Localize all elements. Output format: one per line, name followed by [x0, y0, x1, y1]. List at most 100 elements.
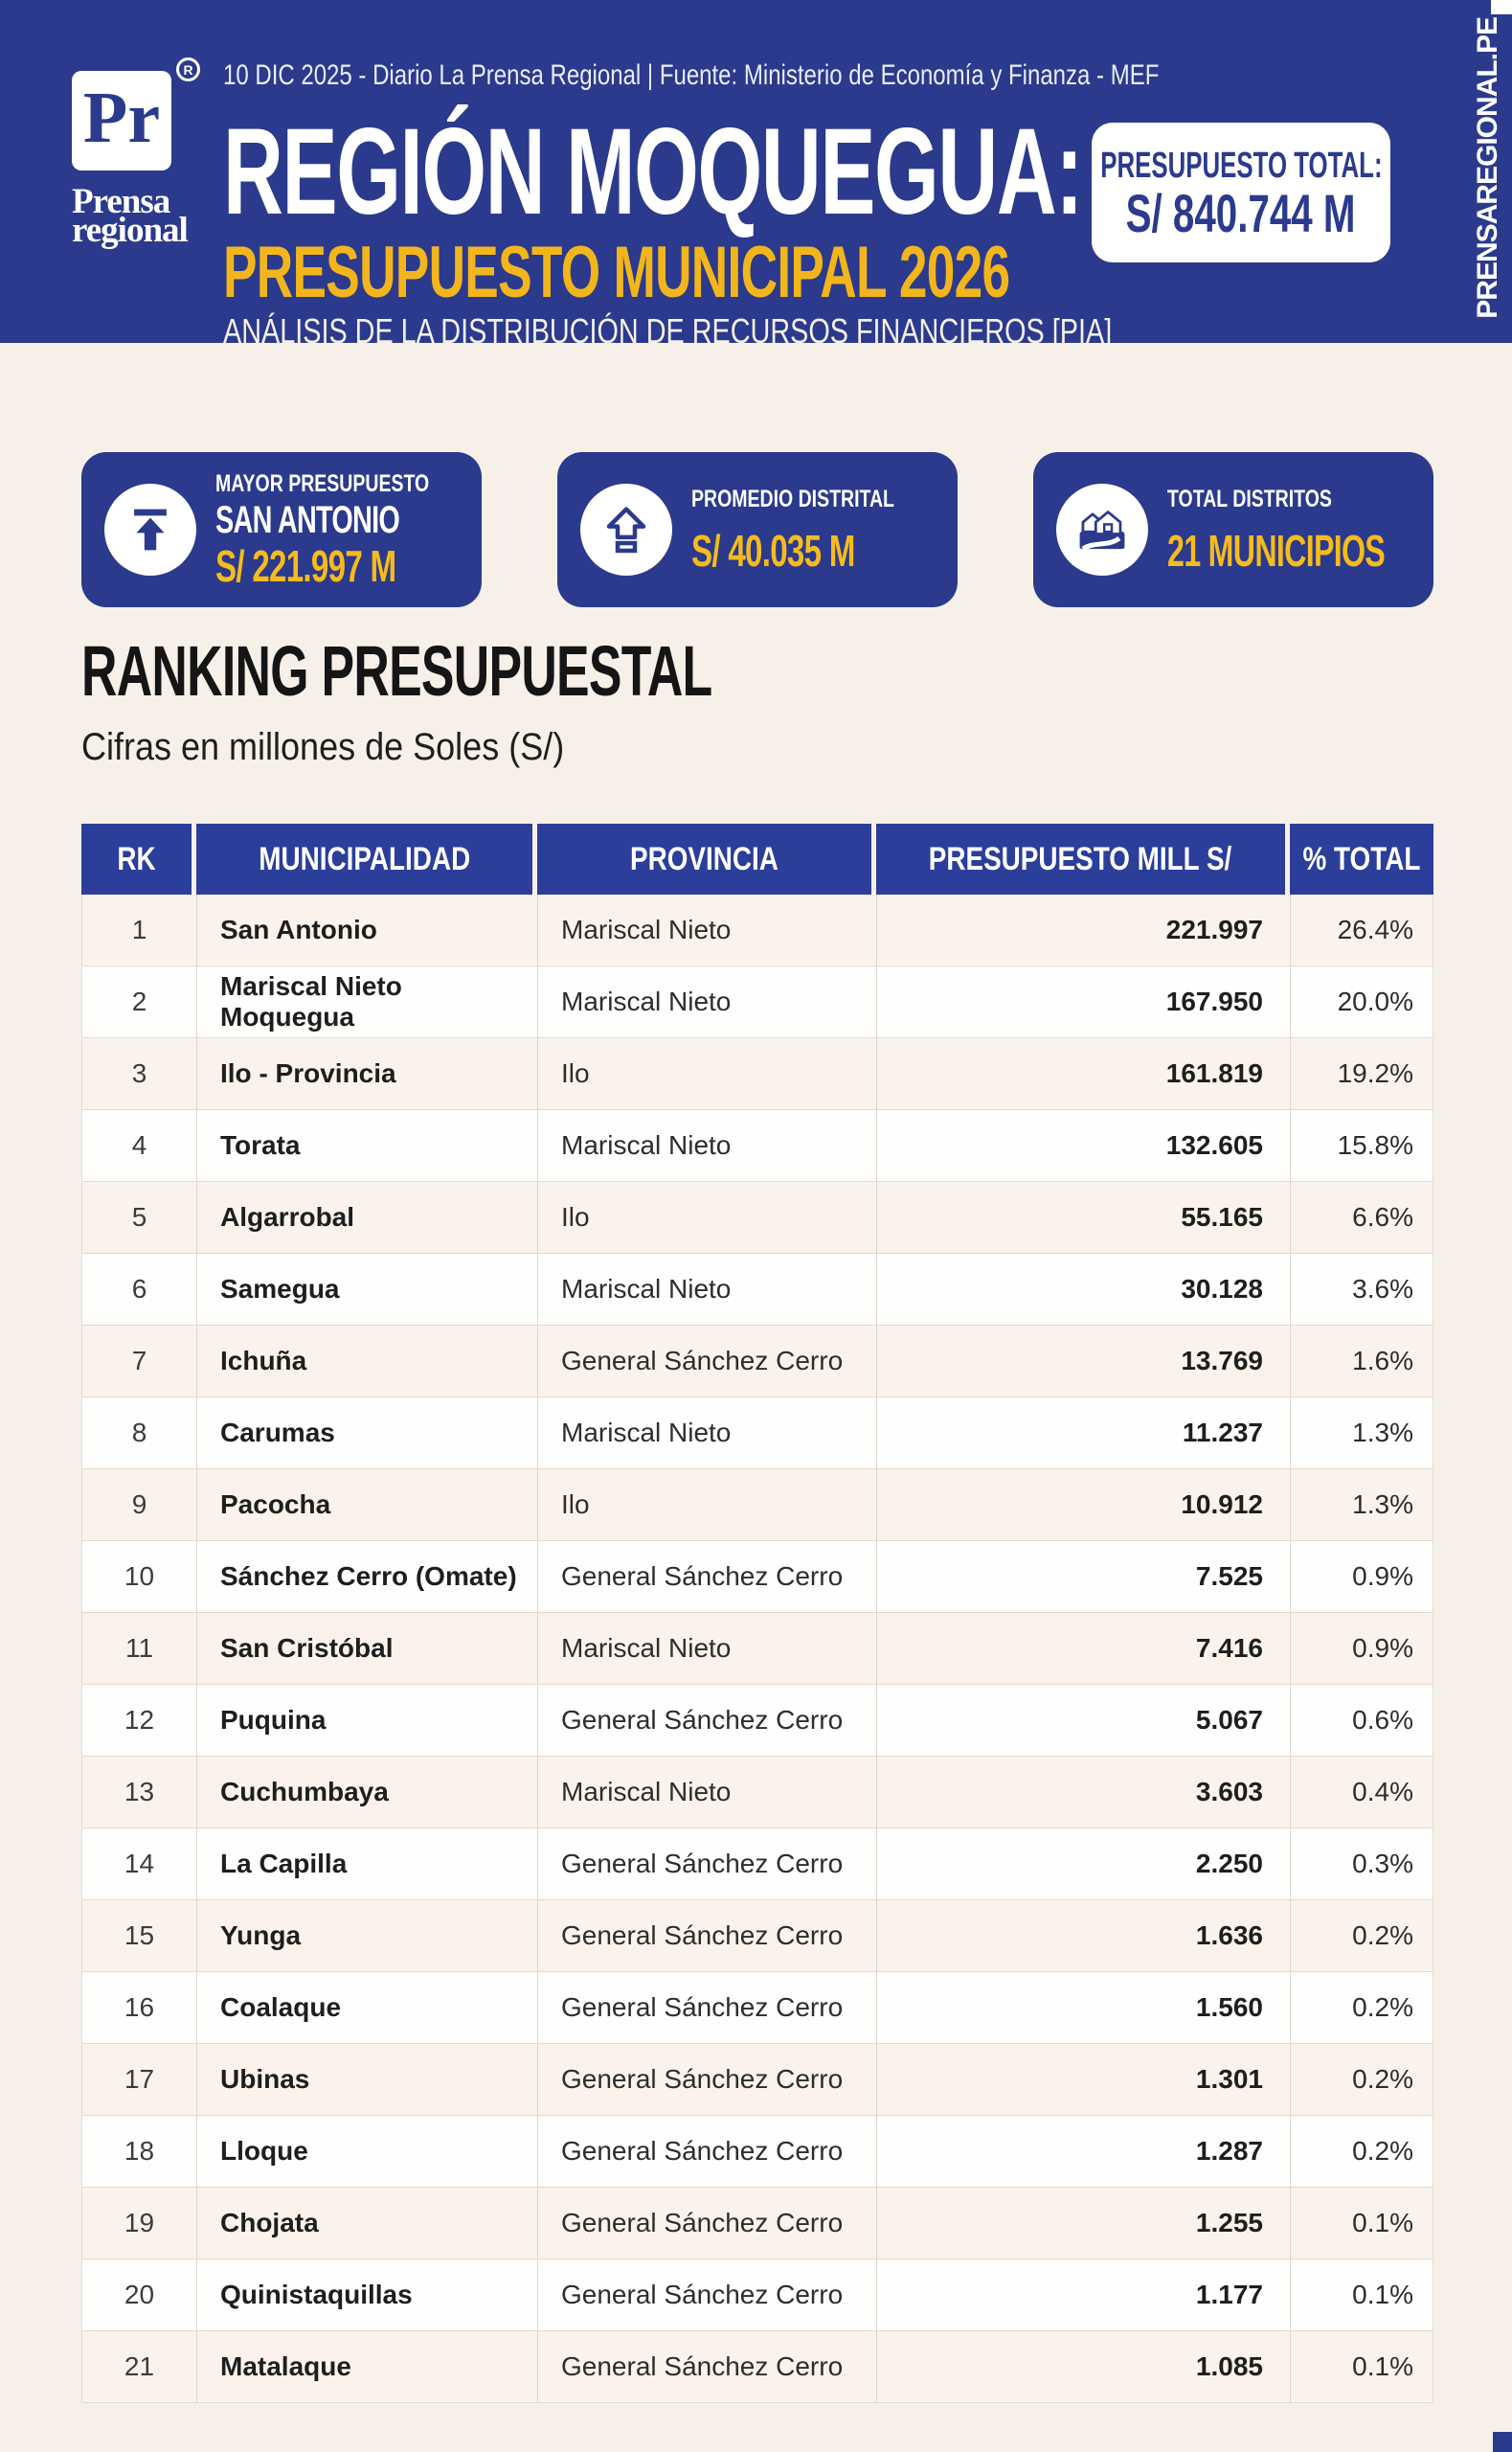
budget-cell: 7.525	[877, 1541, 1291, 1612]
budget-cell: 7.416	[877, 1613, 1291, 1684]
percent-cell: 19.2%	[1337, 1058, 1413, 1088]
province-cell: General Sánchez Cerro	[538, 1541, 877, 1612]
province-cell: Mariscal Nieto	[538, 895, 877, 965]
municipality-cell: La Capilla	[197, 1828, 538, 1899]
percent-cell: 0.4%	[1352, 1777, 1413, 1806]
stat-label: PROMEDIO DISTRITAL	[691, 486, 894, 512]
table-row: 13 Cuchumbaya Mariscal Nieto 3.603 0.4%	[82, 1757, 1433, 1828]
budget-cell: 10.912	[877, 1469, 1291, 1540]
table-row: 16 Coalaque General Sánchez Cerro 1.560 …	[82, 1972, 1433, 2044]
column-header-provincia: PROVINCIA	[537, 824, 871, 895]
table-row: 12 Puquina General Sánchez Cerro 5.067 0…	[82, 1685, 1433, 1757]
rank-cell: 12	[82, 1685, 197, 1756]
rank-cell: 20	[82, 2259, 197, 2330]
budget-cell: 1.301	[877, 2044, 1291, 2115]
budget-cell: 161.819	[877, 1038, 1291, 1109]
budget-cell: 1.255	[877, 2188, 1291, 2259]
province-cell: Mariscal Nieto	[538, 1757, 877, 1828]
budget-cell: 55.165	[877, 1182, 1291, 1253]
stat-label: MAYOR PRESUPUESTO	[215, 470, 430, 497]
rank-cell: 1	[82, 895, 197, 965]
budget-cell: 167.950	[877, 966, 1291, 1037]
municipality-cell: Lloque	[197, 2116, 538, 2187]
municipality-cell: Torata	[197, 1110, 538, 1181]
rank-cell: 5	[82, 1182, 197, 1253]
column-header-municipalidad: MUNICIPALIDAD	[196, 824, 532, 895]
logo-monogram: Pr	[82, 78, 161, 158]
total-budget-label: PRESUPUESTO TOTAL:	[1099, 146, 1383, 186]
municipality-cell: Sánchez Cerro (Omate)	[197, 1541, 538, 1612]
municipality-cell: Quinistaquillas	[197, 2259, 538, 2330]
arrow-up-outline-icon	[580, 484, 672, 576]
stat-label: TOTAL DISTRITOS	[1167, 486, 1332, 512]
budget-cell: 1.085	[877, 2331, 1291, 2402]
table-row: 10 Sánchez Cerro (Omate) General Sánchez…	[82, 1541, 1433, 1613]
column-header-pct-total: % TOTAL	[1290, 824, 1433, 895]
budget-cell: 3.603	[877, 1757, 1291, 1828]
budget-cell: 1.177	[877, 2259, 1291, 2330]
percent-cell: 15.8%	[1337, 1130, 1413, 1160]
province-cell: General Sánchez Cerro	[538, 2116, 877, 2187]
budget-cell: 5.067	[877, 1685, 1291, 1756]
total-budget-card: PRESUPUESTO TOTAL: S/ 840.744 M	[1092, 123, 1390, 262]
province-cell: General Sánchez Cerro	[538, 1326, 877, 1396]
rank-cell: 2	[82, 966, 197, 1037]
rank-cell: 11	[82, 1613, 197, 1684]
percent-cell: 1.3%	[1352, 1418, 1413, 1447]
province-cell: Mariscal Nieto	[538, 1613, 877, 1684]
table-row: 20 Quinistaquillas General Sánchez Cerro…	[82, 2259, 1433, 2331]
stat-value: 21 MUNICIPIOS	[1167, 526, 1386, 576]
percent-cell: 0.2%	[1352, 2136, 1413, 2166]
stat-card-text: MAYOR PRESUPUESTO SAN ANTONIO S/ 221.997…	[215, 470, 489, 589]
percent-cell: 0.2%	[1352, 1920, 1413, 1950]
rank-cell: 17	[82, 2044, 197, 2115]
rank-cell: 9	[82, 1469, 197, 1540]
percent-cell: 0.9%	[1352, 1633, 1413, 1663]
table-row: 19 Chojata General Sánchez Cerro 1.255 0…	[82, 2188, 1433, 2259]
province-cell: Mariscal Nieto	[538, 1397, 877, 1468]
rank-cell: 15	[82, 1900, 197, 1971]
ranking-title: RANKING PRESUPUESTAL	[81, 631, 712, 711]
percent-cell: 26.4%	[1337, 915, 1413, 944]
province-cell: Mariscal Nieto	[538, 1110, 877, 1181]
percent-cell: 0.9%	[1352, 1561, 1413, 1591]
table-row: 8 Carumas Mariscal Nieto 11.237 1.3%	[82, 1397, 1433, 1469]
percent-cell: 1.3%	[1352, 1489, 1413, 1519]
percent-cell: 0.1%	[1352, 2280, 1413, 2309]
stat-value: S/ 40.035 M	[691, 526, 855, 576]
municipality-cell: San Cristóbal	[197, 1613, 538, 1684]
table-row: 4 Torata Mariscal Nieto 132.605 15.8%	[82, 1110, 1433, 1182]
municipality-cell: Coalaque	[197, 1972, 538, 2043]
municipality-cell: Samegua	[197, 1254, 538, 1325]
header-banner: Pr R Prensa regional 10 DIC 2025 - Diari…	[0, 0, 1512, 349]
rank-cell: 19	[82, 2188, 197, 2259]
budget-cell: 13.769	[877, 1326, 1291, 1396]
website-vertical-label: PRENSAREGIONAL.PE	[1472, 17, 1503, 319]
province-cell: Mariscal Nieto	[538, 1254, 877, 1325]
municipality-cell: Ilo - Provincia	[197, 1038, 538, 1109]
budget-cell: 11.237	[877, 1397, 1291, 1468]
municipality-cell: Mariscal Nieto Moquegua	[197, 966, 538, 1037]
budget-cell: 132.605	[877, 1110, 1291, 1181]
logo-wordmark-line2: regional	[72, 211, 189, 251]
rank-cell: 14	[82, 1828, 197, 1899]
rank-cell: 21	[82, 2331, 197, 2402]
table-row: 21 Matalaque General Sánchez Cerro 1.085…	[82, 2331, 1433, 2403]
budget-cell: 1.287	[877, 2116, 1291, 2187]
page-subtitle: PRESUPUESTO MUNICIPAL 2026	[223, 232, 1010, 313]
arrow-up-bar-icon	[104, 484, 196, 576]
registered-trademark-icon: R	[176, 57, 200, 81]
stats-cards: MAYOR PRESUPUESTO SAN ANTONIO S/ 221.997…	[81, 452, 1433, 607]
rank-cell: 18	[82, 2116, 197, 2187]
corner-square	[1493, 2432, 1512, 2452]
table-row: 6 Samegua Mariscal Nieto 30.128 3.6%	[82, 1254, 1433, 1326]
ranking-section-header: RANKING PRESUPUESTAL Cifras en millones …	[81, 631, 982, 767]
percent-cell: 1.6%	[1352, 1346, 1413, 1375]
table-row: 9 Pacocha Ilo 10.912 1.3%	[82, 1469, 1433, 1541]
page-tagline: ANÁLISIS DE LA DISTRIBUCIÓN DE RECURSOS …	[223, 311, 1113, 351]
municipality-cell: Carumas	[197, 1397, 538, 1468]
table-row: 17 Ubinas General Sánchez Cerro 1.301 0.…	[82, 2044, 1433, 2116]
prensa-regional-logo: Pr	[72, 71, 171, 170]
table-header-row: RK MUNICIPALIDAD PROVINCIA PRESUPUESTO M…	[81, 824, 1433, 895]
province-cell: General Sánchez Cerro	[538, 2188, 877, 2259]
